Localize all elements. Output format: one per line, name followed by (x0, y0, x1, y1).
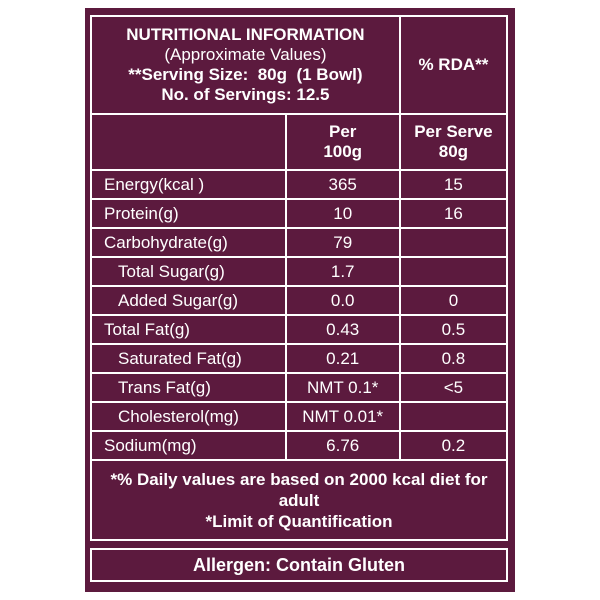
nutrient-name: Energy(kcal ) (90, 169, 287, 200)
nutrient-name: Cholesterol(mg) (90, 401, 287, 432)
nutrient-row: Trans Fat(g) NMT 0.1* <5 (90, 372, 509, 403)
subtitle: (Approximate Values) (164, 45, 327, 64)
header-row: NUTRITIONAL INFORMATION (Approximate Val… (90, 15, 509, 115)
nutrient-name: Added Sugar(g) (90, 285, 287, 316)
note-cell: *% Daily values are based on 2000 kcal d… (90, 459, 508, 541)
nutrient-row: Carbohydrate(g) 79 (90, 227, 509, 258)
nutrient-value: 0.21 (284, 343, 401, 374)
nutrient-name: Protein(g) (90, 198, 287, 229)
column-row: Per 100g Per Serve 80g (90, 113, 509, 171)
nutrient-value: NMT 0.1* (284, 372, 401, 403)
nutrient-name: Total Sugar(g) (90, 256, 287, 287)
nutrient-value: 16 (398, 198, 509, 229)
note-row: *% Daily values are based on 2000 kcal d… (90, 459, 508, 541)
note: *Limit of Quantification (205, 511, 393, 531)
nutrient-value: 0.0 (284, 285, 401, 316)
nutrient-value: 6.76 (284, 430, 401, 461)
servings: No. of Servings: 12.5 (161, 85, 330, 104)
nutrient-value: 0 (398, 285, 509, 316)
label-panel: NUTRITIONAL INFORMATION (Approximate Val… (85, 8, 515, 592)
title: NUTRITIONAL INFORMATION (126, 25, 365, 44)
nutrient-value (398, 401, 509, 432)
allergen: Allergen: Contain Gluten (90, 548, 508, 582)
nutrient-row: Sodium(mg) 6.76 0.2 (90, 430, 509, 461)
nutrient-value (398, 256, 509, 287)
nutrition-table: NUTRITIONAL INFORMATION (Approximate Val… (90, 15, 509, 541)
serving-size: **Serving Size: 80g (1 Bowl) (128, 65, 363, 84)
nutrient-name: Total Fat(g) (90, 314, 287, 345)
column-header: Per Serve 80g (398, 113, 509, 171)
nutrient-value (398, 227, 509, 258)
column-header: Per 100g (284, 113, 401, 171)
empty-cell (90, 113, 287, 171)
nutrient-value: 0.5 (398, 314, 509, 345)
header-cell: NUTRITIONAL INFORMATION (Approximate Val… (90, 15, 401, 115)
nutrient-row: Total Fat(g) 0.43 0.5 (90, 314, 509, 345)
nutrient-name: Saturated Fat(g) (90, 343, 287, 374)
nutrient-row: Total Sugar(g) 1.7 (90, 256, 509, 287)
nutrient-name: Sodium(mg) (90, 430, 287, 461)
nutrient-name: Carbohydrate(g) (90, 227, 287, 258)
nutrient-value: 15 (398, 169, 509, 200)
nutrient-row: Protein(g) 10 16 (90, 198, 509, 229)
rows: Energy(kcal ) 365 15 Protein(g) 10 16 Carbohyd… (90, 169, 509, 461)
nutrient-row: Energy(kcal ) 365 15 (90, 169, 509, 200)
nutrient-value: 365 (284, 169, 401, 200)
note: *% Daily values are based on 2000 kcal d… (110, 469, 488, 510)
nutrient-value: 79 (284, 227, 401, 258)
nutrient-row: Added Sugar(g) 0.0 0 (90, 285, 509, 316)
rda-heading: % RDA** (398, 15, 509, 115)
nutrient-name: Trans Fat(g) (90, 372, 287, 403)
nutrient-value: NMT 0.01* (284, 401, 401, 432)
nutrient-row: Cholesterol(mg) NMT 0.01* (90, 401, 509, 432)
nutrient-row: Saturated Fat(g) 0.21 0.8 (90, 343, 509, 374)
nutrient-value: 10 (284, 198, 401, 229)
nutrient-value: 0.8 (398, 343, 509, 374)
nutrient-value: <5 (398, 372, 509, 403)
nutrient-value: 0.43 (284, 314, 401, 345)
nutrient-value: 1.7 (284, 256, 401, 287)
nutrient-value: 0.2 (398, 430, 509, 461)
